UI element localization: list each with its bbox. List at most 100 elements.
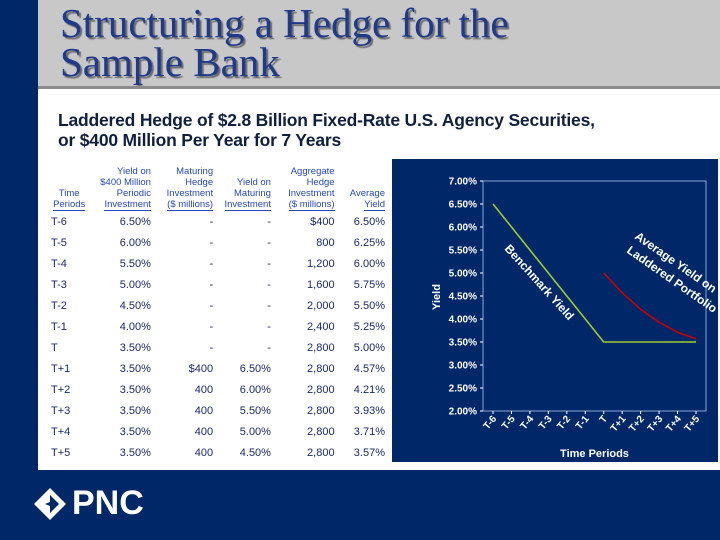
column-header-line: Yield	[364, 199, 385, 211]
table-cell: T-3	[51, 278, 67, 291]
hedge-table: Time Periods Yield on $400 Million Periodic I…	[48, 166, 388, 463]
table-cell: 3.50%	[119, 341, 151, 354]
table-cell: $400	[310, 215, 335, 228]
table-cell: T+5	[51, 446, 71, 459]
table-cell: -	[209, 278, 214, 291]
y-axis-label: Yield	[431, 284, 443, 310]
table-cell: 6.50%	[353, 215, 385, 228]
x-tick-label: T-1	[574, 414, 592, 432]
y-tick-label: 6.50%	[449, 200, 477, 211]
series-line-1	[603, 272, 697, 340]
column-header-line: ($ millions)	[288, 199, 335, 211]
column-header-line: Aggregate	[290, 166, 335, 177]
table-cell: 5.00%	[353, 341, 385, 354]
x-tick-label: T	[598, 414, 610, 426]
subtitle-line-2: or $400 Million Per Year for 7 Years	[58, 130, 342, 150]
y-tick-label: 2.00%	[449, 407, 477, 418]
table-cell: -	[209, 257, 214, 270]
y-tick-label: 5.00%	[449, 269, 477, 280]
table-row: T+1 3.50% $400 6.50% 2,800 4.57%	[48, 358, 388, 379]
table-cell: 3.57%	[353, 446, 385, 459]
table-cell: T+3	[51, 404, 71, 417]
table-cell: $400	[188, 362, 214, 375]
table-cell: 5.75%	[353, 278, 385, 291]
table-row: T-6 6.50% - - $400 6.50%	[48, 211, 388, 232]
column-header-line: Investment	[288, 188, 335, 199]
table-cell: 400	[194, 383, 214, 396]
column-header-line: $400 Million	[100, 177, 151, 188]
table-cell: T+2	[51, 383, 71, 396]
table-cell: T-2	[51, 299, 67, 312]
table-cell: 2,000	[307, 299, 335, 312]
series-line-0	[492, 203, 696, 343]
table-cell: T+1	[51, 362, 71, 375]
table-cell: 3.50%	[119, 383, 151, 396]
table-cell: 6.50%	[239, 362, 271, 375]
column-header-line: Periods	[53, 199, 86, 211]
footer-band	[0, 470, 720, 540]
table-cell: 400	[194, 404, 214, 417]
column-header-line: Yield on	[116, 166, 151, 177]
table-cell: 2,800	[307, 341, 335, 354]
table-cell: -	[209, 215, 214, 228]
table-cell: 5.50%	[353, 299, 385, 312]
table-cell: -	[209, 299, 214, 312]
table-row: T-4 5.50% - - 1,200 6.00%	[48, 253, 388, 274]
column-header: Maturing Hedge Investment ($ millions)	[154, 166, 216, 211]
table-cell: 6.25%	[353, 236, 385, 249]
y-tick-label: 3.00%	[449, 361, 477, 372]
table-cell: 5.25%	[353, 320, 385, 333]
y-tick-label: 6.00%	[449, 223, 477, 234]
yield-chart: 2.00% 2.50% 3.00% 3.50% 4.00% 4.50% 5.00% 5.50%…	[431, 177, 720, 461]
table-cell: -	[267, 299, 271, 312]
table-cell: 400	[194, 446, 214, 459]
table-cell: T+4	[51, 425, 71, 438]
table-cell: -	[209, 236, 214, 249]
table-row: T 3.50% - - 2,800 5.00%	[48, 337, 388, 358]
x-tick-label: T+4	[664, 414, 684, 435]
table-cell: 6.00%	[119, 236, 151, 249]
table-row: T-1 4.00% - - 2,400 5.25%	[48, 316, 388, 337]
column-header-line: Investment	[166, 188, 214, 199]
table-cell: 3.50%	[119, 425, 151, 438]
column-header-line: Investment	[224, 199, 271, 211]
column-header: Aggregate Hedge Investment ($ millions)	[274, 166, 338, 211]
table-cell: 2,800	[307, 446, 335, 459]
table-cell: 3.71%	[353, 425, 385, 438]
table-cell: 5.00%	[239, 425, 271, 438]
table-cell: 2,800	[307, 383, 335, 396]
x-tick-label: T+2	[627, 414, 647, 435]
column-header-line: Periodic	[116, 188, 151, 199]
table-row: T+4 3.50% 400 5.00% 2,800 3.71%	[48, 421, 388, 442]
table-row: T-2 4.50% - - 2,000 5.50%	[48, 295, 388, 316]
x-tick-label: T+5	[683, 414, 703, 435]
table-cell: 2,800	[307, 425, 335, 438]
y-tick-label: 2.50%	[449, 384, 477, 395]
table-row: T-3 5.00% - - 1,600 5.75%	[48, 274, 388, 295]
y-tick-label: 7.00%	[449, 177, 477, 188]
table-cell: T-1	[51, 320, 67, 333]
table-cell: 1,200	[307, 257, 335, 270]
x-tick-label: T-4	[518, 414, 536, 432]
y-tick-label: 4.00%	[449, 315, 477, 326]
x-tick-label: T-2	[555, 414, 573, 432]
column-header-line: Maturing	[234, 188, 271, 199]
column-header-line: Maturing	[176, 166, 214, 177]
column-header-line: Average	[349, 188, 385, 199]
column-header-line: ($ millions)	[167, 199, 214, 211]
table-cell: 400	[194, 425, 214, 438]
table-cell: 3.50%	[119, 362, 151, 375]
pnc-logo-icon	[34, 488, 66, 520]
table-cell: T-5	[51, 236, 67, 249]
x-tick-label: T+3	[646, 414, 666, 435]
x-tick-label: T-3	[537, 414, 555, 432]
table-cell: 4.50%	[239, 446, 271, 459]
table-cell: -	[267, 215, 271, 228]
table-row: T-5 6.00% - - 800 6.25%	[48, 232, 388, 253]
table-row: T+2 3.50% 400 6.00% 2,800 4.21%	[48, 379, 388, 400]
slide-title: Structuring a Hedge for the Sample Bank	[60, 3, 509, 83]
plot-area	[482, 180, 707, 412]
table-cell: -	[209, 341, 214, 354]
table-cell: 2,400	[307, 320, 335, 333]
chart-panel: 2.00% 2.50% 3.00% 3.50% 4.00% 4.50% 5.00% 5.50%…	[392, 159, 720, 462]
